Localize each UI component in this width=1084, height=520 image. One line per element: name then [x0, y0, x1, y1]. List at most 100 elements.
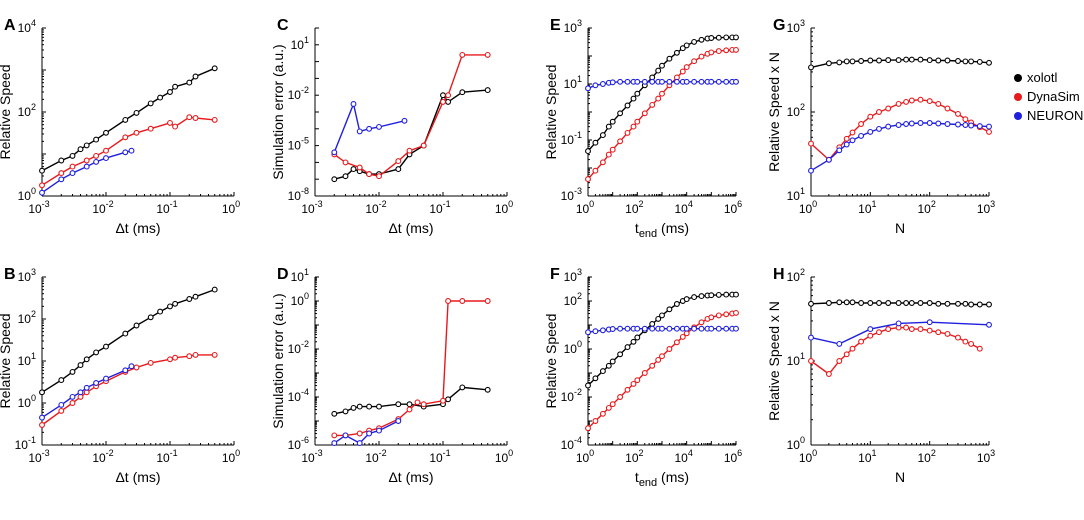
data-point [484, 298, 491, 304]
data-point [609, 146, 616, 153]
x-axis-label: Δt (ms) [115, 469, 160, 485]
x-tick-label: 104 [674, 199, 692, 216]
data-point [366, 125, 373, 132]
y-tick-label: 102 [18, 309, 36, 326]
data-point [167, 89, 173, 95]
x-tick-label: 10-3 [301, 199, 322, 216]
y-tick-label: 10-8 [288, 186, 309, 203]
x-tick-label: 10-3 [28, 199, 49, 216]
data-point [836, 59, 843, 66]
data-point [211, 286, 218, 293]
data-point [655, 95, 662, 102]
x-tick-label: 102 [917, 199, 935, 216]
data-point [406, 147, 413, 154]
data-point [926, 300, 933, 306]
data-point [926, 98, 933, 105]
x-axis-label: tend (ms) [635, 220, 689, 240]
data-point [634, 377, 641, 384]
data-point [843, 141, 850, 148]
legend-label-dynasim: DynaSim [1027, 89, 1080, 104]
x-tick-label: 10-2 [365, 448, 386, 465]
data-point [585, 148, 591, 155]
data-point [955, 110, 961, 117]
data-point [935, 100, 942, 107]
series-neuron [585, 78, 739, 92]
data-point [342, 432, 349, 439]
data-point [698, 325, 705, 332]
panel-letter: C [277, 17, 289, 34]
data-point [331, 149, 338, 156]
data-point [605, 404, 612, 411]
data-point [885, 123, 892, 130]
data-point [401, 117, 408, 124]
data-point [366, 403, 373, 410]
data-point [186, 114, 193, 121]
data-point [414, 399, 421, 406]
series-neuron [39, 363, 135, 421]
data-point [592, 375, 599, 382]
data-point [599, 132, 606, 139]
y-axis-label: Relative Speed [0, 65, 13, 160]
series-neuron [331, 101, 408, 156]
data-point [849, 137, 856, 144]
legend: xolotl DynaSim NEURON [1014, 70, 1083, 123]
data-point [356, 440, 363, 447]
data-point [445, 298, 452, 304]
x-tick-label: 100 [495, 199, 513, 216]
series-neuron [39, 147, 135, 196]
y-tick-label: 102 [787, 267, 805, 284]
data-point [69, 393, 76, 400]
x-tick-label: 10-1 [429, 448, 450, 465]
series-line-dynasim [587, 49, 736, 180]
data-point [715, 291, 722, 298]
data-point [624, 102, 631, 109]
data-point [944, 105, 951, 112]
y-tick-label: 102 [787, 102, 805, 119]
data-point [484, 87, 491, 94]
panel-letter: D [277, 266, 289, 283]
y-axis-label: Relative Speed [0, 314, 13, 409]
x-tick-label: 100 [576, 448, 594, 465]
y-tick-label: 103 [787, 18, 805, 35]
data-point [83, 384, 90, 391]
data-point [484, 386, 491, 393]
data-point [715, 312, 722, 319]
x-tick-label: 100 [222, 199, 240, 216]
panel-f: F 100 102 104 106 10-4 10-2 100 102 103 tend (ms) R… [543, 266, 742, 489]
data-point [133, 109, 140, 116]
data-point [867, 326, 874, 333]
x-tick-label: 10-1 [156, 448, 177, 465]
data-point [39, 189, 45, 196]
panel-letter: E [550, 17, 561, 34]
x-tick-label: 102 [625, 448, 643, 465]
data-point [917, 96, 924, 103]
x-tick-label: 103 [977, 448, 995, 465]
data-point [698, 36, 705, 43]
data-point [395, 418, 402, 424]
data-point [172, 123, 179, 130]
x-tick-label: 10-1 [156, 199, 177, 216]
panel-d: D 10-3 10-2 10-1 100 10-6 10-4 10-2 100 101 Δt (ms… [270, 266, 513, 485]
data-point [843, 58, 850, 65]
data-point [69, 152, 76, 159]
data-point [128, 363, 135, 370]
data-point [733, 291, 739, 298]
data-point [634, 325, 641, 332]
data-point [192, 293, 199, 300]
data-point [356, 430, 363, 437]
data-point [167, 119, 173, 126]
data-point [908, 300, 915, 306]
data-point [808, 300, 814, 307]
data-point [77, 389, 84, 396]
data-point [679, 45, 686, 52]
data-point [634, 78, 641, 85]
series-neuron [808, 120, 992, 174]
x-tick-label: 100 [576, 199, 594, 216]
data-point [962, 300, 969, 307]
data-point [885, 105, 892, 112]
data-point [876, 57, 882, 64]
data-point [895, 300, 902, 306]
data-point [908, 326, 915, 333]
series-dynasim [585, 46, 739, 183]
